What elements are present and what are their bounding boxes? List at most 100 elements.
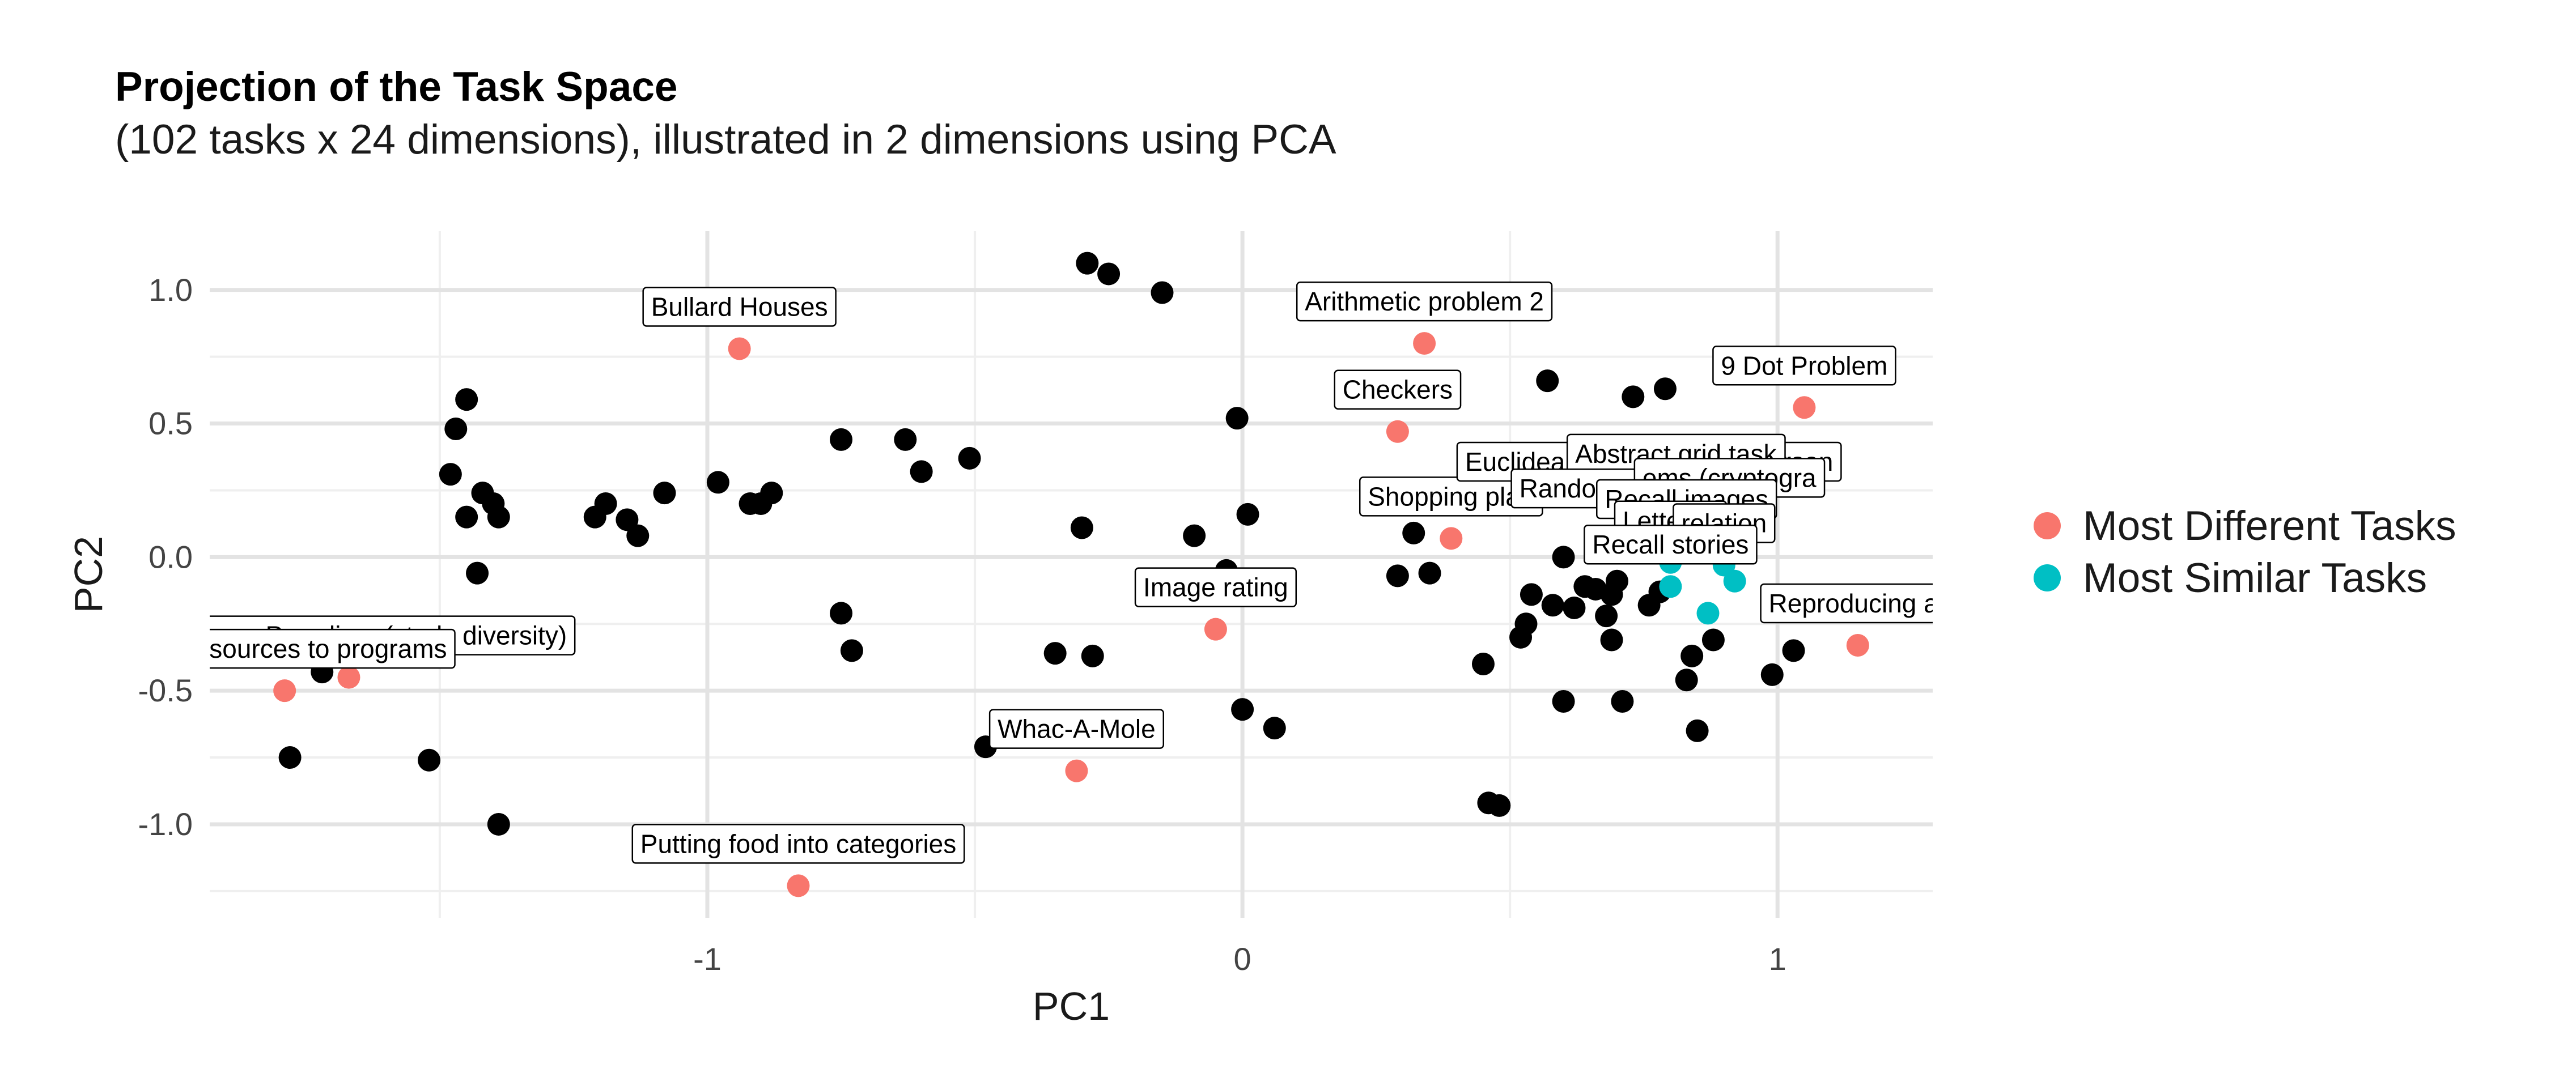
point-label-text: ating resources to programs (122, 634, 447, 663)
x-tick-label: -1 (693, 941, 722, 977)
chart-subtitle: (102 tasks x 24 dimensions), illustrated… (115, 117, 1336, 163)
data-point (1659, 575, 1682, 598)
data-point (1552, 546, 1575, 569)
data-point (1552, 690, 1575, 713)
data-point (1386, 564, 1409, 588)
data-point (706, 471, 729, 494)
data-point (1541, 594, 1564, 617)
point-label: Image rating (1134, 567, 1297, 607)
legend-key (2034, 564, 2061, 591)
point-label: Putting food into categories (631, 824, 965, 864)
point-label-box (1584, 524, 1758, 565)
data-point (1070, 516, 1093, 539)
point-label-text: Whac-A-Mole (998, 714, 1156, 744)
data-point (487, 505, 510, 529)
data-point (466, 561, 489, 585)
data-point (1622, 385, 1645, 408)
data-point (337, 666, 360, 689)
y-tick-label: 1.0 (148, 272, 193, 308)
point-label-text: Reproducing ar (1769, 589, 1947, 618)
point-label-text: Checkers (1343, 375, 1453, 405)
data-point (1413, 332, 1436, 355)
data-point (1723, 569, 1746, 593)
point-label-box (642, 287, 837, 327)
data-point (830, 428, 853, 451)
point-label-box (988, 709, 1164, 749)
point-label-box (1712, 346, 1896, 386)
x-tick-label: 0 (1234, 941, 1251, 977)
data-point (626, 524, 650, 547)
data-point (1563, 596, 1586, 619)
data-point (278, 746, 302, 769)
point-label: Whac-A-Mole (988, 709, 1164, 749)
data-point (1600, 628, 1623, 652)
legend-label: Most Different Tasks (2083, 503, 2456, 549)
point-label-box (1134, 567, 1297, 607)
data-point (1793, 396, 1816, 419)
data-point (1514, 612, 1538, 636)
data-point (1263, 717, 1286, 740)
data-point (439, 463, 462, 486)
legend: Most Different Tasks Most Similar Tasks (2034, 503, 2456, 601)
point-label: Checkers (1334, 369, 1462, 410)
data-point (1097, 262, 1121, 286)
data-point (1076, 252, 1099, 275)
data-point (830, 602, 853, 625)
data-point (787, 874, 810, 897)
point-labels: Bullard Houses Arithmetic problem 2 Checke… (122, 281, 1947, 864)
data-point (1231, 698, 1254, 721)
data-point (1081, 644, 1104, 667)
data-points (273, 252, 1869, 897)
point-label: Arithmetic problem 2 (1296, 281, 1553, 322)
chart-title: Projection of the Task Space (115, 64, 678, 110)
data-point (958, 446, 981, 470)
data-point (1595, 605, 1618, 628)
data-point (1686, 719, 1709, 742)
data-point (1065, 759, 1088, 782)
data-point (1696, 602, 1720, 625)
data-point (1680, 644, 1704, 667)
point-label-text: 9 Dot Problem (1721, 351, 1887, 380)
y-axis-title: PC2 (66, 536, 111, 613)
point-label: ating resources to programs (122, 628, 456, 669)
data-point (455, 388, 478, 411)
data-point (455, 505, 478, 529)
data-point (1440, 527, 1463, 550)
data-point (273, 679, 296, 703)
point-label: Recall stories (1584, 524, 1758, 565)
legend-label: Most Similar Tasks (2083, 555, 2427, 601)
point-label-text: Shopping plan (1368, 482, 1534, 511)
data-point (1653, 377, 1677, 401)
data-point (418, 748, 441, 772)
point-label: Reproducing ar (1760, 583, 1947, 624)
data-point (1183, 524, 1206, 547)
axes: -1 0 1 -1.0 -0.5 0.0 0.5 1.0 PC1 PC2 (66, 272, 1786, 1028)
point-label-box (1760, 583, 1933, 624)
data-point (1782, 639, 1805, 662)
data-point (1520, 583, 1543, 606)
data-point (1236, 503, 1259, 526)
data-point (894, 428, 917, 451)
data-point (1204, 618, 1227, 641)
point-label: 9 Dot Problem (1712, 346, 1896, 386)
y-tick-label: -1.0 (138, 806, 193, 842)
data-point (487, 812, 510, 836)
point-label-text: Image rating (1143, 573, 1288, 602)
data-point (583, 505, 606, 529)
point-label-box (1334, 369, 1462, 410)
data-point (1386, 420, 1409, 443)
point-label-text: Putting food into categories (640, 829, 956, 858)
data-point (1471, 652, 1495, 675)
point-label-box (631, 824, 965, 864)
data-point (1043, 642, 1067, 665)
data-point (653, 482, 676, 505)
data-point (1488, 794, 1511, 817)
data-point (1760, 663, 1784, 686)
data-point (760, 482, 783, 505)
legend-key (2034, 512, 2061, 539)
point-label-text: Arithmetic problem 2 (1305, 287, 1544, 316)
data-point (1701, 628, 1725, 652)
data-point (1536, 369, 1559, 393)
x-axis-title: PC1 (1033, 984, 1110, 1028)
